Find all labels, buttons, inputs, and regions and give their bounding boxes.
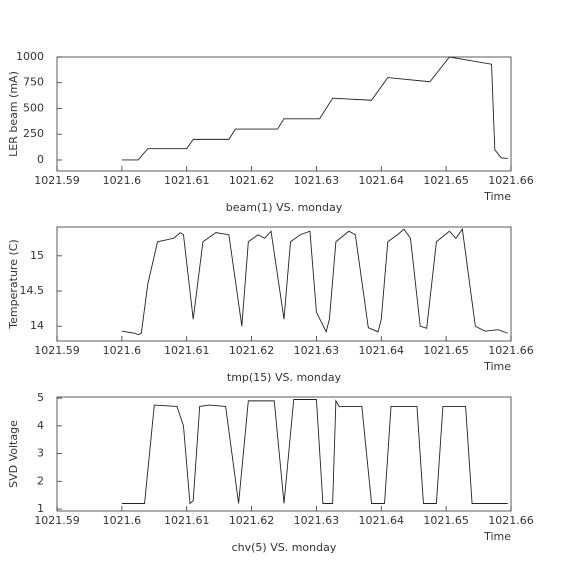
x-tick-label: 1021.64 — [359, 514, 405, 527]
y-tick-label: 3 — [37, 447, 44, 460]
y-tick-label: 500 — [23, 101, 44, 114]
x-tick-label: 1021.63 — [294, 344, 340, 357]
y-tick-label: 2 — [37, 474, 44, 487]
x-tick-label: 1021.59 — [34, 514, 80, 527]
x-tick-label: 1021.64 — [359, 174, 405, 187]
plot-frame — [56, 56, 512, 172]
x-tick-label: 1021.62 — [229, 514, 275, 527]
x-tick-label: 1021.6 — [103, 344, 142, 357]
x-tick-label: 1021.61 — [164, 514, 210, 527]
chart-title: tmp(15) VS. monday — [227, 371, 342, 384]
y-tick-label: 14.5 — [20, 284, 45, 297]
y-tick-label: 0 — [37, 153, 44, 166]
x-tick-label: 1021.61 — [164, 344, 210, 357]
x-tick-label: 1021.64 — [359, 344, 405, 357]
y-tick-label: 14 — [30, 319, 44, 332]
y-axis-label: SVD Voltage — [7, 420, 20, 488]
x-tick-label: 1021.62 — [229, 344, 275, 357]
y-tick-label: 1 — [37, 502, 44, 515]
y-tick-label: 4 — [37, 419, 44, 432]
x-tick-label: 1021.63 — [294, 174, 340, 187]
y-tick-label: 750 — [23, 76, 44, 89]
y-axis-label: LER beam (mA) — [7, 71, 20, 157]
data-line — [121, 56, 508, 161]
x-tick-label: 1021.65 — [423, 514, 469, 527]
x-tick-label: 1021.66 — [488, 174, 534, 187]
x-tick-label: 1021.62 — [229, 174, 275, 187]
chart-title: beam(1) VS. monday — [226, 201, 343, 214]
x-tick-label: 1021.65 — [423, 344, 469, 357]
x-tick-label: 1021.66 — [488, 514, 534, 527]
y-axis-label: Temperature (C) — [7, 239, 20, 329]
x-axis-label: Time — [483, 190, 511, 203]
data-line — [121, 227, 508, 336]
x-axis-label: Time — [483, 530, 511, 543]
x-tick-label: 1021.6 — [103, 174, 142, 187]
y-tick-label: 1000 — [16, 50, 44, 63]
y-tick-label: 5 — [37, 391, 44, 404]
x-axis-label: Time — [483, 360, 511, 373]
x-tick-label: 1021.63 — [294, 514, 340, 527]
x-tick-label: 1021.59 — [34, 344, 80, 357]
x-tick-label: 1021.6 — [103, 514, 142, 527]
plot-frame — [56, 226, 512, 342]
plot-frame — [56, 396, 512, 512]
x-tick-label: 1021.59 — [34, 174, 80, 187]
x-tick-label: 1021.66 — [488, 344, 534, 357]
y-tick-label: 15 — [30, 249, 44, 262]
chart-title: chv(5) VS. monday — [232, 541, 337, 554]
x-tick-label: 1021.65 — [423, 174, 469, 187]
data-line — [121, 399, 508, 505]
x-tick-label: 1021.61 — [164, 174, 210, 187]
y-tick-label: 250 — [23, 127, 44, 140]
